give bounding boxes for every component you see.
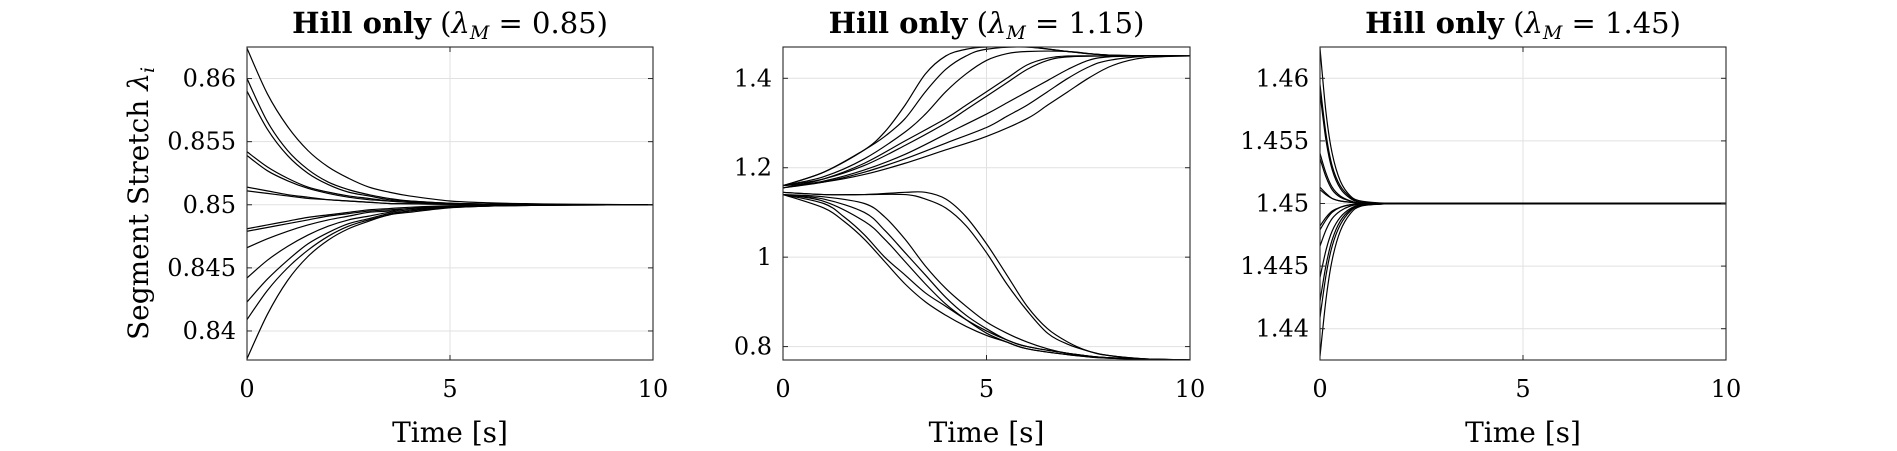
series-line-1 [247,48,653,206]
x-tick-label: 10 [638,375,669,403]
x-tick-label: 0 [239,375,254,403]
y-tick-label: 1.44 [1256,315,1309,343]
series-line-15 [783,193,1190,360]
series-group [783,47,1190,360]
x-tick-label: 10 [1175,375,1206,403]
series-line-7 [783,55,1190,189]
x-axis-label: Time [s] [1465,416,1581,447]
series-line-14 [783,193,1190,360]
series-group [247,48,653,359]
y-tick-label: 0.8 [734,333,772,361]
x-tick-label: 0 [1312,375,1327,403]
y-tick-label: 0.855 [167,128,236,156]
y-tick-label: 1.46 [1256,64,1309,92]
series-line-5 [783,55,1190,187]
y-tick-label: 0.845 [167,254,236,282]
y-tick-label: 1.455 [1240,127,1309,155]
series-group [1320,48,1726,357]
x-tick-label: 5 [979,375,994,403]
y-tick-label: 1.445 [1240,252,1309,280]
series-line-6 [783,55,1190,189]
y-tick-label: 0.84 [183,317,236,345]
series-line-3 [783,50,1190,187]
y-tick-label: 1.2 [734,154,772,182]
chart-panel-3: 0 5 10 1.44 1.445 1.45 1.455 1.46 Time [s] Hill o… [1240,6,1742,449]
y-tick-label: 1.45 [1256,190,1309,218]
chart-panel-2: 0 5 10 0.8 1 1.2 1.4 Time [s] Hill only (λM = 1.… [734,6,1206,449]
y-tick-label: 0.86 [183,65,236,93]
chart-title: Hill only (λM = 0.85) [292,6,608,44]
x-axis-label: Time [s] [392,416,508,447]
series-line-14 [1320,202,1726,357]
chart-title: Hill only (λM = 1.15) [829,6,1145,44]
series-line-14 [247,204,653,359]
x-tick-label: 10 [1711,375,1742,403]
y-tick-label: 0.85 [183,191,236,219]
x-tick-label: 5 [442,375,457,403]
y-axis-label: Segment Stretch λi [122,67,159,340]
series-line-8 [783,55,1190,187]
series-line-4 [783,55,1190,189]
chart-title: Hill only (λM = 1.45) [1365,6,1681,44]
x-axis-label: Time [s] [929,416,1045,447]
x-tick-label: 5 [1515,375,1530,403]
chart-panel-1: 0 5 10 0.84 0.845 0.85 0.855 0.86 Time [s] Segmen… [122,6,669,449]
y-tick-label: 1.4 [734,64,772,92]
y-tick-label: 1 [757,243,772,271]
x-tick-label: 0 [775,375,790,403]
series-line-10 [783,191,1190,360]
